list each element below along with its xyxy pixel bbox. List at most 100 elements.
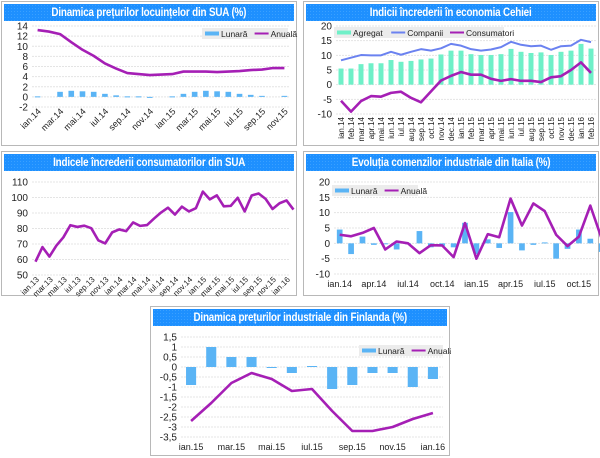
x-tick-label: sep.15 bbox=[339, 442, 366, 452]
bar-lunară bbox=[102, 93, 108, 97]
y-tick-label: -2 bbox=[168, 403, 177, 414]
x-tick-label: feb.14 bbox=[347, 116, 356, 139]
bar-agregat bbox=[488, 55, 494, 85]
chart-title: Dinamica prețurilor locuințelor din SUA … bbox=[4, 4, 294, 21]
legend-label: Agregat bbox=[353, 28, 383, 38]
legend-box bbox=[334, 27, 504, 38]
x-tick-label: ian.15 bbox=[179, 442, 204, 452]
x-tick-label: dec.14 bbox=[447, 116, 456, 141]
legend-label: Companii bbox=[407, 28, 443, 38]
bar-lunară bbox=[530, 243, 537, 245]
bar-lunară bbox=[367, 367, 378, 373]
y-tick-label: 15 bbox=[319, 193, 331, 204]
bar-lunară bbox=[450, 243, 457, 248]
chart-us-consumer-confidence: 5060708090100110ian.13mar.13mai.13iul.13… bbox=[11, 178, 295, 297]
bar-lunară bbox=[34, 96, 41, 98]
bar-lunară bbox=[462, 222, 468, 244]
panel-czech-confidence: Indicii încrederii în economia Cehiei -1… bbox=[303, 1, 599, 146]
chart-finland-industrial-prices: -3,5-3-2,5-2-1,5-1-0,500,511,5 ian.15 mar.… bbox=[160, 333, 451, 453]
bar-agregat bbox=[538, 52, 544, 85]
chart-title: Evoluția comenzilor industriale din Ital… bbox=[306, 154, 596, 171]
bar-lunară bbox=[206, 347, 217, 367]
bar-lunară bbox=[382, 243, 389, 245]
bar-agregat bbox=[448, 50, 454, 85]
bar-lunară bbox=[113, 95, 119, 97]
bar-lunară bbox=[203, 90, 209, 97]
x-tick-label: ian.14 bbox=[327, 279, 352, 289]
legend-box bbox=[359, 345, 443, 356]
y-tick-label: 2 bbox=[22, 82, 28, 93]
bar-lunară bbox=[473, 243, 480, 255]
legend-label: Lunară bbox=[351, 186, 378, 196]
legend-label: Consumatori bbox=[466, 28, 514, 38]
legend-box bbox=[332, 185, 418, 196]
y-tick-label: 80 bbox=[17, 224, 29, 235]
bar-lunară bbox=[225, 91, 232, 97]
x-tick-label: ian.14 bbox=[337, 116, 346, 138]
bar-lunară bbox=[236, 93, 243, 97]
x-tick-label: oct.14 bbox=[430, 279, 455, 289]
legend-swatch bbox=[337, 30, 351, 35]
x-tick-label: sep.14 bbox=[417, 116, 426, 141]
bar-agregat bbox=[438, 54, 444, 85]
y-tick-label: -1 bbox=[168, 383, 177, 394]
x-tick-label: mai.15 bbox=[497, 116, 506, 141]
bar-agregat bbox=[498, 54, 504, 85]
bar-lunară bbox=[124, 96, 131, 98]
bar-lunară bbox=[496, 243, 503, 248]
bar-lunară bbox=[416, 231, 423, 244]
x-tick-label: ian.15 bbox=[457, 116, 466, 138]
bar-lunară bbox=[57, 91, 63, 97]
x-tick-label: oct.14 bbox=[427, 116, 436, 138]
bar-agregat bbox=[458, 50, 464, 85]
bar-agregat bbox=[368, 63, 374, 85]
y-tick-label: 4 bbox=[22, 72, 28, 83]
x-tick-label: nov.14 bbox=[129, 106, 155, 132]
legend-label: Anuală bbox=[401, 186, 428, 196]
bar-lunară bbox=[191, 91, 198, 97]
x-tick-label: nov.14 bbox=[437, 116, 446, 140]
panel-us-consumer-confidence: Indicele încrederii consumatorilor din S… bbox=[1, 151, 297, 297]
legend-swatch bbox=[362, 348, 376, 353]
x-tick-label: ian.16 bbox=[577, 116, 586, 138]
y-tick-label: 5 bbox=[326, 66, 332, 77]
bar-lunară bbox=[259, 95, 265, 97]
y-tick-label: 0 bbox=[22, 92, 28, 103]
bar-agregat bbox=[508, 48, 514, 85]
line-consumatori bbox=[340, 61, 592, 113]
bar-agregat bbox=[468, 54, 474, 85]
bar-agregat bbox=[518, 51, 524, 85]
legend-label: Anuală bbox=[428, 346, 451, 356]
bar-lunară bbox=[286, 367, 297, 373]
y-tick-label: 15 bbox=[321, 36, 333, 47]
y-tick-label: 100 bbox=[11, 193, 28, 204]
bar-lunară bbox=[347, 367, 358, 385]
bar-lunară bbox=[306, 366, 318, 367]
x-tick-label: mai.15 bbox=[258, 442, 285, 452]
bar-lunară bbox=[371, 243, 377, 245]
y-tick-label: -5 bbox=[321, 254, 330, 265]
legend-box bbox=[202, 28, 288, 39]
y-tick-label: 10 bbox=[319, 208, 331, 219]
bar-lunară bbox=[587, 238, 594, 244]
bar-lunară bbox=[79, 91, 86, 97]
x-tick-label: mar.15 bbox=[174, 106, 201, 133]
legend-label: Lunară bbox=[378, 346, 405, 356]
x-tick-label: oct.15 bbox=[547, 116, 556, 138]
y-tick-label: 6 bbox=[22, 62, 28, 73]
bar-agregat bbox=[378, 63, 384, 85]
x-tick-label: iul.14 bbox=[397, 116, 406, 136]
y-tick-label: 70 bbox=[17, 240, 29, 251]
x-tick-label: sep.15 bbox=[537, 116, 546, 141]
x-tick-label: apr.14 bbox=[361, 279, 386, 289]
x-tick-label: apr.14 bbox=[367, 116, 376, 139]
line-anuală bbox=[190, 371, 434, 433]
y-tick-label: 20 bbox=[321, 22, 333, 33]
y-tick-label: 20 bbox=[319, 178, 331, 189]
x-tick-label: iul.15 bbox=[517, 116, 526, 136]
y-tick-label: 8 bbox=[22, 52, 28, 63]
chart-title: Dinamica prețurilor industriale din Finl… bbox=[153, 309, 447, 326]
bar-lunară bbox=[484, 239, 491, 244]
chart-italy-industrial-orders: -10 -5 0 5 10 15 20 ian.14 apr.14 iul.14 oct.14 ian… bbox=[316, 178, 600, 289]
